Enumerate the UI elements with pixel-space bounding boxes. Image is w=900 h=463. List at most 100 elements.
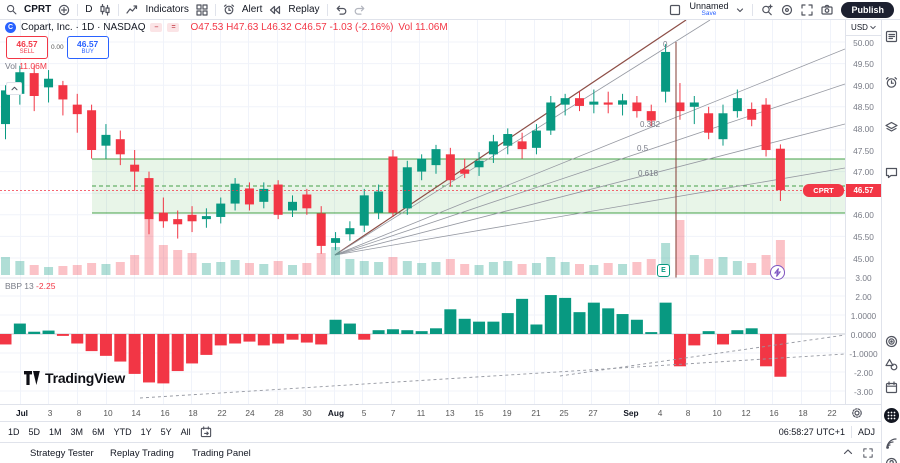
- bbp-legend[interactable]: BBP 13 -2.25: [5, 281, 55, 291]
- chat-icon[interactable]: [885, 166, 898, 179]
- time-axis-label: 4: [657, 408, 663, 418]
- publish-button[interactable]: Publish: [841, 1, 894, 18]
- time-axis-label: 8: [685, 408, 691, 418]
- search-icon[interactable]: [6, 4, 17, 15]
- toolbar-divider: [77, 3, 79, 16]
- buy-sell-widget: 46.57 SELL 0.00 46.57 BUY: [6, 36, 109, 59]
- timeframe-ytd[interactable]: YTD: [113, 427, 132, 437]
- sell-button[interactable]: 46.57 SELL: [6, 36, 48, 59]
- tradingview-watermark-text: TradingView: [45, 370, 126, 386]
- quick-search-icon[interactable]: [761, 3, 774, 16]
- time-axis-label: 10: [712, 408, 722, 418]
- timeframe-1y[interactable]: 1Y: [140, 427, 152, 437]
- session-clock[interactable]: 06:58:27 UTC+1: [778, 427, 845, 437]
- chart-area[interactable]: 0 0.382 0.5 0.618 C Copart, Inc. · 1D · NAS…: [0, 20, 845, 404]
- price-axis-label: 46.00: [853, 210, 874, 221]
- undo-icon[interactable]: [335, 4, 347, 16]
- volume-series: [1, 218, 785, 275]
- compare-add-icon[interactable]: [58, 4, 70, 16]
- snapshot-camera-icon[interactable]: [821, 4, 834, 16]
- bbp-axis-label: 3.00: [855, 272, 872, 283]
- svg-text:0.382: 0.382: [640, 120, 661, 129]
- hotlist-target-icon[interactable]: [885, 335, 898, 348]
- timeframe-1d[interactable]: 1D: [8, 427, 20, 437]
- sell-label: SELL: [19, 48, 35, 55]
- replay-button[interactable]: Replay: [288, 4, 320, 15]
- time-axis-settings-gear-icon[interactable]: [851, 407, 863, 419]
- shapes-tool-icon[interactable]: [885, 358, 898, 371]
- layout-name[interactable]: Unnamed: [689, 0, 729, 11]
- time-axis-label: 7: [390, 408, 396, 418]
- tab-strategy-tester[interactable]: Strategy Tester: [30, 448, 94, 459]
- indicators-button[interactable]: Indicators: [145, 4, 189, 15]
- currency-selector[interactable]: USD: [846, 20, 881, 36]
- time-axis-label: 19: [502, 408, 512, 418]
- symbol-legend[interactable]: C Copart, Inc. · 1D · NASDAQ – = O47.53 …: [5, 22, 448, 33]
- timeframe-5y[interactable]: 5Y: [160, 427, 172, 437]
- redo-icon[interactable]: [354, 4, 366, 16]
- top-toolbar: CPRT D Indicators Alert Replay: [0, 0, 900, 20]
- indicator-templates-icon[interactable]: [196, 3, 208, 16]
- volume-value: 11.06M: [19, 61, 47, 71]
- tradingview-logo-icon: [24, 371, 40, 385]
- time-axis-label: 27: [588, 408, 598, 418]
- chart-svg[interactable]: 0 0.382 0.5 0.618: [0, 20, 845, 404]
- interval-button[interactable]: D: [85, 4, 93, 15]
- time-axis-label: Sep: [623, 408, 639, 418]
- tab-replay-trading[interactable]: Replay Trading: [110, 448, 174, 459]
- toolbar-divider: [118, 3, 120, 16]
- bbp-axis-label: 0.0000: [850, 329, 877, 340]
- alert-icon[interactable]: [223, 3, 235, 16]
- bbp-name: BBP 13: [5, 281, 34, 291]
- object-tree-layers-icon[interactable]: [885, 121, 898, 134]
- buy-button[interactable]: 46.57 BUY: [66, 36, 109, 59]
- volume-label: Vol: [5, 61, 17, 71]
- layout-icon[interactable]: [669, 4, 681, 16]
- alerts-clock-icon[interactable]: [885, 76, 898, 89]
- chart-style-icon[interactable]: [99, 3, 111, 16]
- maximize-panel-icon[interactable]: [863, 448, 873, 458]
- last-price-tag: 46.57: [846, 184, 881, 197]
- event-marker-icon[interactable]: [770, 265, 785, 280]
- adjusted-data-toggle[interactable]: ADJ: [857, 427, 875, 437]
- timeframe-3m[interactable]: 3M: [70, 427, 84, 437]
- go-to-date-calendar-icon[interactable]: [200, 426, 212, 438]
- help-question-icon[interactable]: [885, 457, 898, 463]
- price-axis[interactable]: USD 46.57 50.00 49.50 49.00 48.50 48.00 47.50…: [845, 20, 881, 404]
- save-layout-link[interactable]: Save: [701, 9, 717, 17]
- price-axis-label: 49.00: [853, 80, 874, 91]
- replay-icon[interactable]: [269, 4, 281, 16]
- spread-value: 0.00: [51, 44, 64, 51]
- legend-title[interactable]: Copart, Inc. · 1D · NASDAQ: [21, 22, 146, 33]
- aim-target-icon[interactable]: [781, 4, 793, 16]
- timeframe-6m[interactable]: 6M: [92, 427, 105, 437]
- right-sidebar: [881, 20, 900, 463]
- watchlist-icon[interactable]: [885, 30, 898, 43]
- earnings-marker[interactable]: E: [657, 264, 670, 277]
- time-axis-label: Jul: [16, 408, 28, 418]
- layout-name-button[interactable]: Unnamed Save: [689, 0, 729, 18]
- legend-toggle-chip[interactable]: –: [150, 23, 163, 32]
- alert-button[interactable]: Alert: [241, 4, 263, 15]
- time-axis-label: 21: [531, 408, 541, 418]
- apps-grid-icon[interactable]: [884, 408, 899, 423]
- time-axis-label: 16: [160, 408, 170, 418]
- collapse-panel-chevron-icon[interactable]: [843, 448, 853, 456]
- tradingview-watermark: TradingView: [24, 370, 125, 386]
- time-axis[interactable]: Jul 3 8 10 14 16 18 22 24 28 30 Aug 5 7 11 13 15 19 21 25 27…: [0, 404, 881, 421]
- price-axis-label: 48.00: [853, 123, 874, 134]
- legend-settings-chip[interactable]: =: [167, 23, 180, 32]
- symbol-search-button[interactable]: CPRT: [24, 4, 52, 15]
- fullscreen-icon[interactable]: [801, 3, 814, 16]
- pane-collapse-button[interactable]: [6, 82, 22, 95]
- toolbar-divider: [214, 3, 216, 16]
- timeframe-all[interactable]: All: [180, 427, 191, 437]
- broadcast-signal-icon[interactable]: [885, 437, 898, 450]
- tab-trading-panel[interactable]: Trading Panel: [192, 448, 251, 459]
- calendar-icon[interactable]: [885, 381, 898, 394]
- timeframe-5d[interactable]: 5D: [28, 427, 41, 437]
- time-axis-label: 5: [361, 408, 367, 418]
- indicators-icon[interactable]: [126, 4, 138, 16]
- layout-dropdown-chevron-icon[interactable]: [736, 6, 744, 14]
- timeframe-1m[interactable]: 1M: [49, 427, 62, 437]
